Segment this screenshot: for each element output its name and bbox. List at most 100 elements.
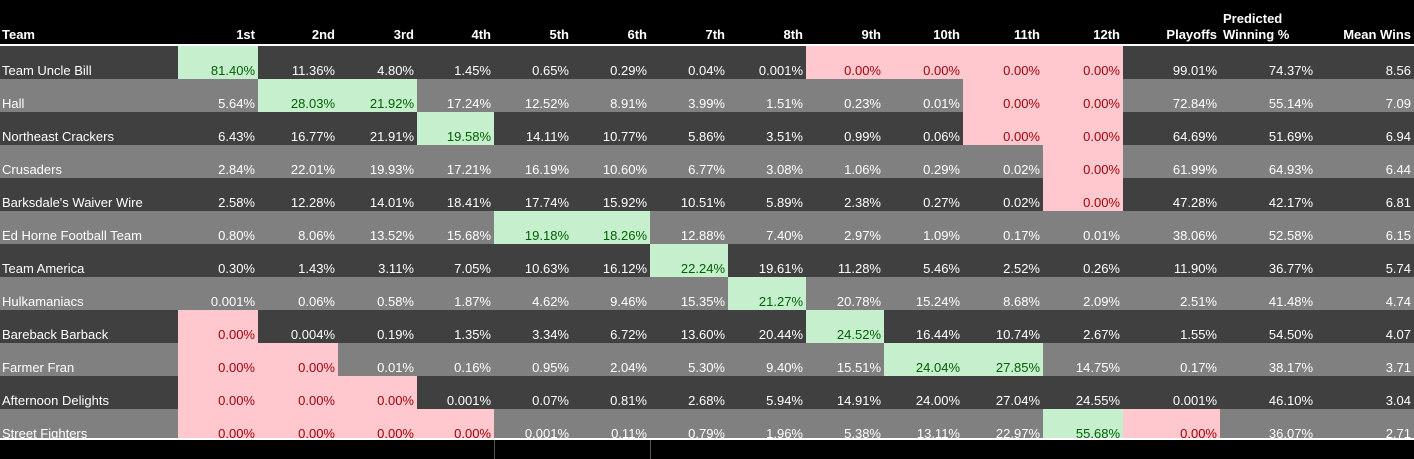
team-name-cell[interactable]: Bareback Barback <box>2 327 109 342</box>
value-cell[interactable]: 1.43% <box>298 261 335 276</box>
value-cell[interactable]: 0.00% <box>417 409 494 442</box>
value-cell[interactable]: 10.60% <box>602 162 647 177</box>
value-cell[interactable]: 0.00% <box>1123 409 1220 442</box>
value-cell[interactable]: 51.69% <box>1268 129 1313 144</box>
value-cell[interactable]: 13.52% <box>369 228 414 243</box>
value-cell[interactable]: 2.52% <box>1003 261 1040 276</box>
value-cell[interactable]: 6.72% <box>610 327 647 342</box>
value-cell[interactable]: 24.00% <box>915 393 960 408</box>
value-cell[interactable]: 28.03% <box>258 79 338 112</box>
value-cell[interactable]: 7.09 <box>1385 96 1411 111</box>
value-cell[interactable]: 1.55% <box>1180 327 1217 342</box>
value-cell[interactable]: 5.64% <box>218 96 255 111</box>
value-cell[interactable]: 41.48% <box>1268 294 1313 309</box>
value-cell[interactable]: 38.17% <box>1268 360 1313 375</box>
value-cell[interactable]: 4.80% <box>377 63 414 78</box>
team-name-cell[interactable]: Crusaders <box>2 162 62 177</box>
value-cell[interactable]: 0.00% <box>1043 178 1123 211</box>
value-cell[interactable]: 0.29% <box>923 162 960 177</box>
value-cell[interactable]: 0.00% <box>1043 79 1123 112</box>
value-cell[interactable]: 24.04% <box>884 343 963 376</box>
value-cell[interactable]: 24.55% <box>1075 393 1120 408</box>
value-cell[interactable]: 0.00% <box>963 112 1043 145</box>
value-cell[interactable]: 0.79% <box>688 426 725 441</box>
value-cell[interactable]: 5.74 <box>1385 261 1411 276</box>
value-cell[interactable]: 38.06% <box>1172 228 1217 243</box>
team-name-cell[interactable]: Barksdale's Waiver Wire <box>2 195 143 210</box>
value-cell[interactable]: 0.001% <box>210 294 255 309</box>
value-cell[interactable]: 1.06% <box>844 162 881 177</box>
value-cell[interactable]: 36.07% <box>1268 426 1313 441</box>
value-cell[interactable]: 0.01% <box>377 360 414 375</box>
value-cell[interactable]: 55.68% <box>1043 409 1123 442</box>
value-cell[interactable]: 0.00% <box>963 79 1043 112</box>
value-cell[interactable]: 12.28% <box>290 195 335 210</box>
value-cell[interactable]: 19.18% <box>494 211 572 244</box>
value-cell[interactable]: 42.17% <box>1268 195 1313 210</box>
value-cell[interactable]: 64.93% <box>1268 162 1313 177</box>
value-cell[interactable]: 52.58% <box>1268 228 1313 243</box>
value-cell[interactable]: 18.41% <box>446 195 491 210</box>
value-cell[interactable]: 6.94 <box>1385 129 1411 144</box>
value-cell[interactable]: 0.00% <box>258 343 338 376</box>
value-cell[interactable]: 0.29% <box>610 63 647 78</box>
value-cell[interactable]: 72.84% <box>1172 96 1217 111</box>
value-cell[interactable]: 1.87% <box>454 294 491 309</box>
value-cell[interactable]: 61.99% <box>1172 162 1217 177</box>
value-cell[interactable]: 2.58% <box>218 195 255 210</box>
table-row[interactable]: Bareback Barback 0.00% 0.004% 0.19% 1.35% 3.3… <box>0 310 1414 343</box>
value-cell[interactable]: 0.23% <box>844 96 881 111</box>
value-cell[interactable]: 1.45% <box>454 63 491 78</box>
team-name-cell[interactable]: Afternoon Delights <box>2 393 109 408</box>
value-cell[interactable]: 5.38% <box>844 426 881 441</box>
value-cell[interactable]: 13.11% <box>916 426 960 441</box>
value-cell[interactable]: 2.97% <box>844 228 881 243</box>
value-cell[interactable]: 0.001% <box>446 393 491 408</box>
value-cell[interactable]: 5.86% <box>688 129 725 144</box>
value-cell[interactable]: 0.02% <box>1003 162 1040 177</box>
table-row[interactable]: Hulkamaniacs 0.001% 0.06% 0.58% 1.87% 4.62% 9.… <box>0 277 1414 310</box>
table-row[interactable]: Hall 5.64% 28.03% 21.92% 17.24% 12.52% 8.91% 3.… <box>0 79 1414 112</box>
value-cell[interactable]: 5.30% <box>688 360 725 375</box>
value-cell[interactable]: 0.00% <box>1043 112 1123 145</box>
value-cell[interactable]: 18.26% <box>572 211 650 244</box>
value-cell[interactable]: 0.95% <box>532 360 569 375</box>
value-cell[interactable]: 0.004% <box>290 327 335 342</box>
value-cell[interactable]: 2.67% <box>1083 327 1120 342</box>
value-cell[interactable]: 0.00% <box>258 376 338 409</box>
value-cell[interactable]: 2.04% <box>610 360 647 375</box>
value-cell[interactable]: 0.11% <box>611 426 647 441</box>
value-cell[interactable]: 10.51% <box>680 195 725 210</box>
value-cell[interactable]: 0.16% <box>454 360 491 375</box>
value-cell[interactable]: 3.04 <box>1385 393 1411 408</box>
value-cell[interactable]: 9.40% <box>766 360 803 375</box>
team-name-cell[interactable]: Farmer Fran <box>2 360 75 375</box>
value-cell[interactable]: 55.14% <box>1268 96 1313 111</box>
value-cell[interactable]: 0.001% <box>758 63 803 78</box>
value-cell[interactable]: 15.35% <box>680 294 725 309</box>
value-cell[interactable]: 4.62% <box>532 294 569 309</box>
value-cell[interactable]: 20.78% <box>836 294 881 309</box>
value-cell[interactable]: 0.26% <box>1083 261 1120 276</box>
value-cell[interactable]: 0.00% <box>1043 46 1123 79</box>
value-cell[interactable]: 27.04% <box>995 393 1040 408</box>
value-cell[interactable]: 1.35% <box>454 327 491 342</box>
table-row[interactable]: Team America 0.30% 1.43% 3.11% 7.05% 10.63% 16… <box>0 244 1414 277</box>
value-cell[interactable]: 15.51% <box>836 360 881 375</box>
value-cell[interactable]: 12.52% <box>524 96 569 111</box>
value-cell[interactable]: 21.27% <box>728 277 806 310</box>
value-cell[interactable]: 64.69% <box>1172 129 1217 144</box>
value-cell[interactable]: 16.12% <box>602 261 647 276</box>
value-cell[interactable]: 8.56 <box>1385 63 1411 78</box>
value-cell[interactable]: 0.17% <box>1180 360 1217 375</box>
value-cell[interactable]: 22.24% <box>650 244 728 277</box>
value-cell[interactable]: 15.68% <box>446 228 491 243</box>
value-cell[interactable]: 19.61% <box>758 261 803 276</box>
value-cell[interactable]: 5.46% <box>923 261 960 276</box>
value-cell[interactable]: 2.51% <box>1180 294 1217 309</box>
team-name-cell[interactable]: Northeast Crackers <box>2 129 114 144</box>
team-name-cell[interactable]: Team Uncle Bill <box>2 63 92 78</box>
value-cell[interactable]: 11.36% <box>291 63 335 78</box>
table-row[interactable]: Crusaders 2.84% 22.01% 19.93% 17.21% 16.19% 10… <box>0 145 1414 178</box>
value-cell[interactable]: 1.96% <box>766 426 803 441</box>
